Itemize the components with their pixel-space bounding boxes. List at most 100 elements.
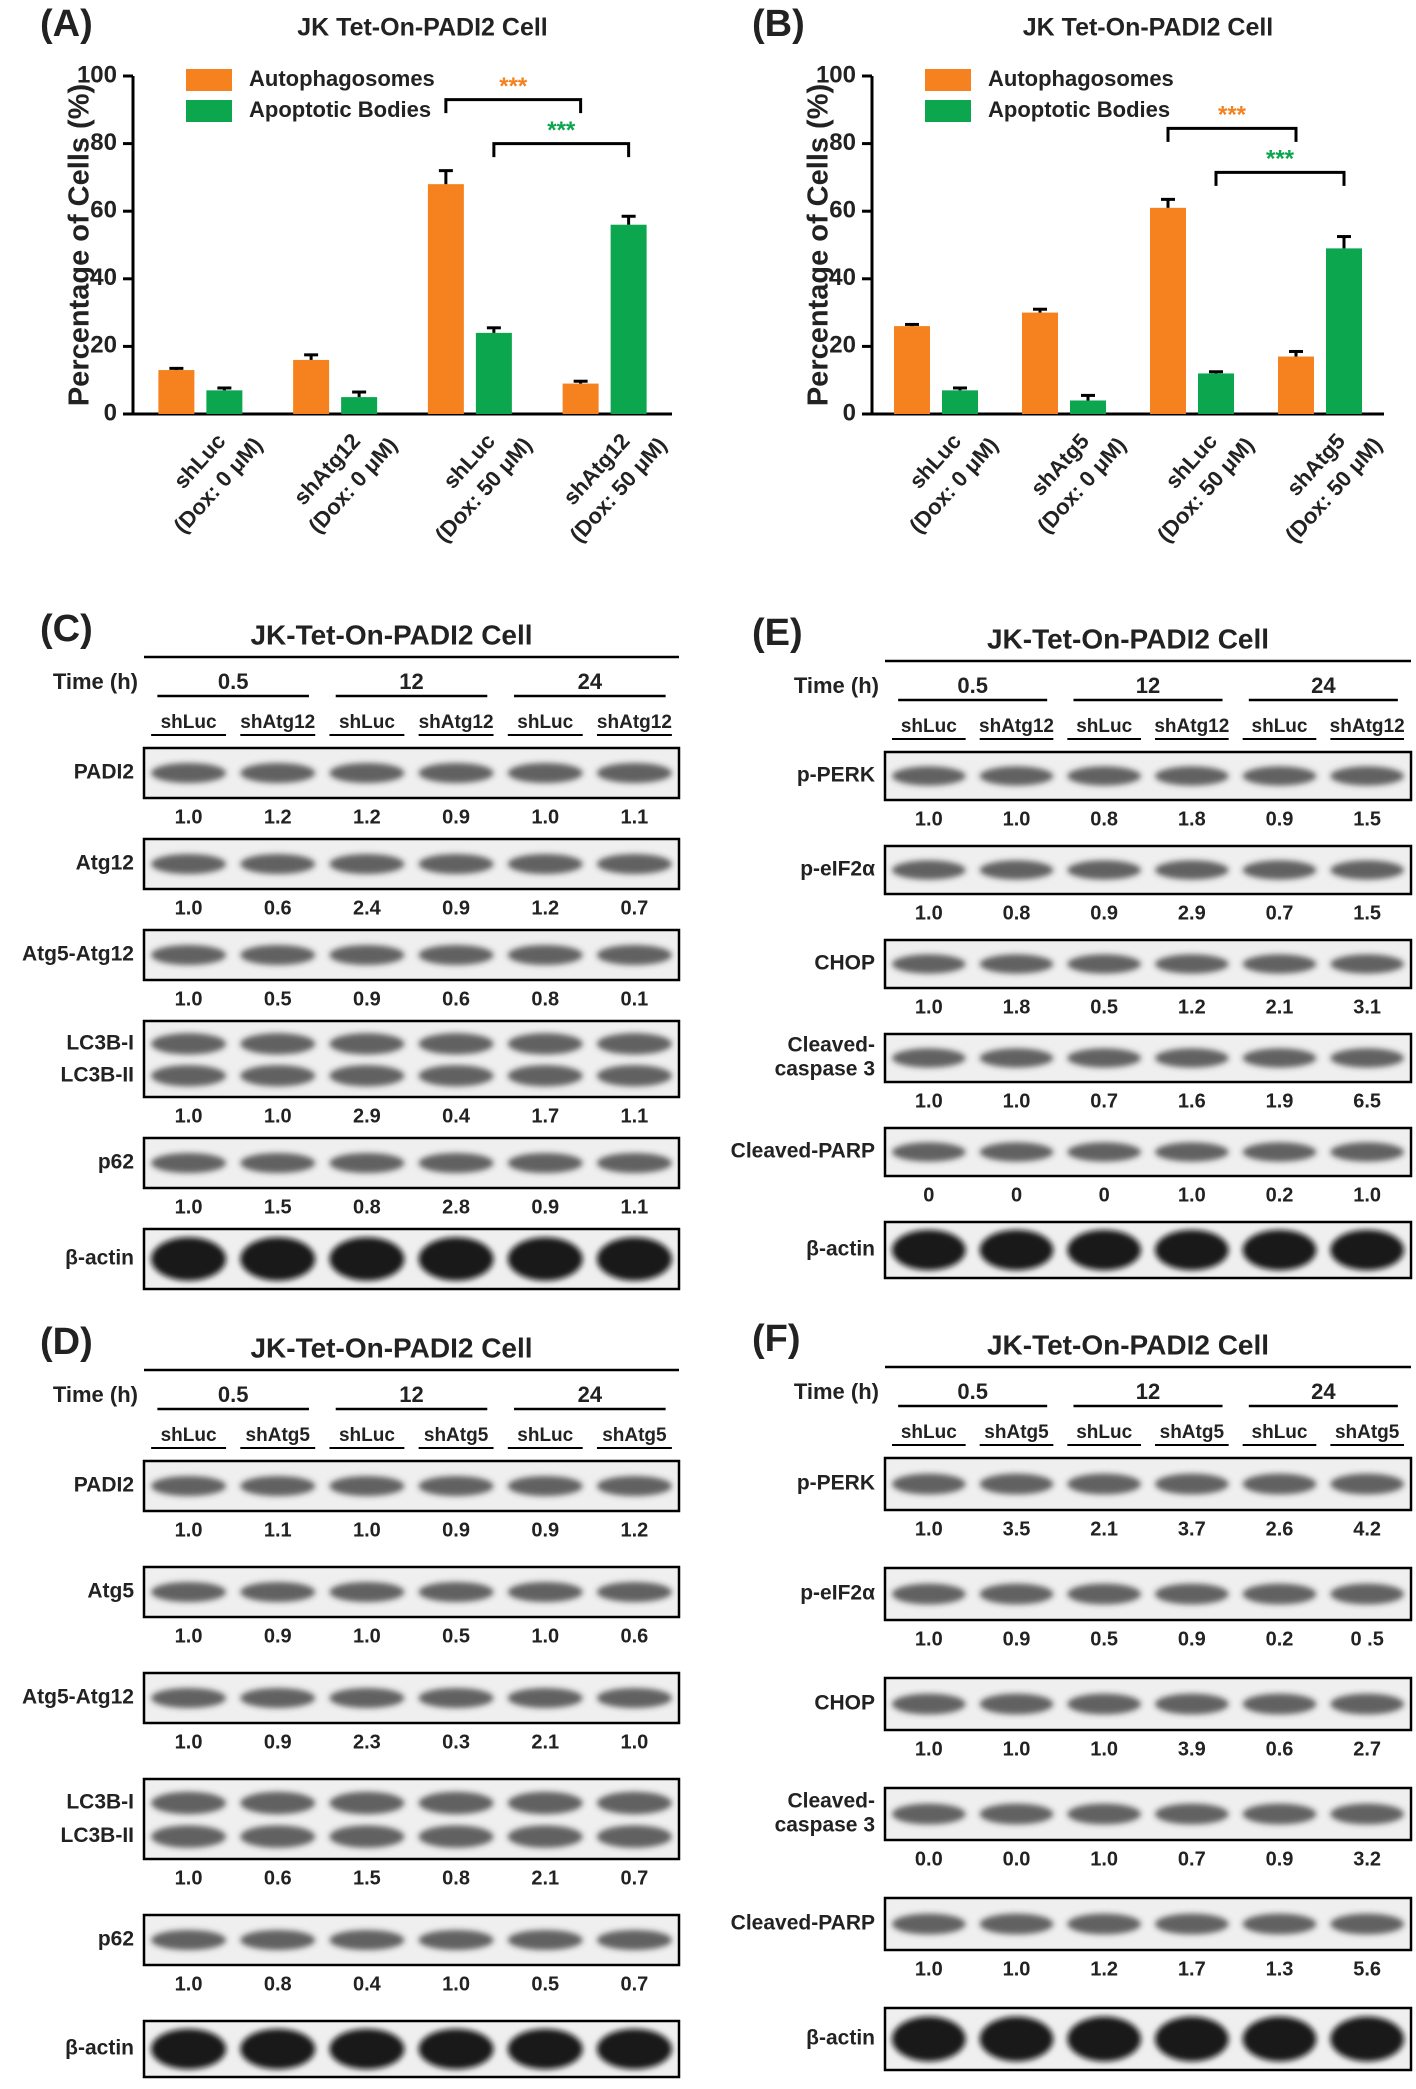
x-tick-label: shLuc(Dox: 50 μM) <box>1152 429 1259 548</box>
band <box>329 1033 405 1055</box>
quantification: 1.0 <box>175 1625 203 1647</box>
band <box>979 1693 1054 1715</box>
quantification: 1.1 <box>621 1105 649 1127</box>
blot-frame <box>142 1671 681 1725</box>
quantification: 0.7 <box>1266 902 1294 924</box>
bar <box>894 326 930 414</box>
band <box>240 1582 316 1602</box>
band <box>329 1476 405 1496</box>
blot-frame <box>883 1456 1413 1512</box>
time-point: 12 <box>399 669 423 694</box>
lane-label: shLuc <box>1252 1422 1308 1443</box>
legend-swatch <box>186 69 232 91</box>
band <box>596 1153 672 1173</box>
blot-frame <box>883 938 1413 990</box>
quantification: 2.7 <box>1353 1738 1381 1760</box>
band <box>151 1153 227 1173</box>
chart-title: JK Tet-On-PADI2 Cell <box>297 14 548 42</box>
band <box>1067 766 1141 786</box>
bar <box>475 332 512 414</box>
band <box>418 1688 494 1708</box>
band <box>329 1791 405 1815</box>
band <box>418 945 494 965</box>
band <box>507 1930 583 1950</box>
row-label: β-actin <box>806 2027 875 2050</box>
bar <box>562 383 599 414</box>
panel-label: (F) <box>752 1318 801 1360</box>
band <box>151 1476 227 1496</box>
band <box>151 1237 227 1281</box>
error-bar <box>1209 370 1223 374</box>
band <box>1242 1048 1317 1068</box>
panel-label: (A) <box>40 3 93 45</box>
band <box>892 1803 966 1825</box>
band <box>979 860 1054 880</box>
quantification: 2.6 <box>1266 1518 1294 1540</box>
quantification: 2.3 <box>353 1731 381 1753</box>
blot-frame <box>142 1136 681 1190</box>
band <box>507 2028 583 2070</box>
band <box>892 1142 966 1162</box>
error-bar <box>217 386 232 391</box>
band <box>1067 954 1141 974</box>
band <box>151 1065 227 1087</box>
lane-label: shAtg5 <box>424 1425 489 1446</box>
quantification: 1.0 <box>175 988 203 1010</box>
blot-frame <box>142 1459 681 1513</box>
y-tick-label: 20 <box>829 332 856 359</box>
blot-title: JK-Tet-On-PADI2 Cell <box>987 1329 1269 1360</box>
band <box>1242 1473 1317 1495</box>
quantification: 1.0 <box>915 1958 943 1980</box>
lane-label: shLuc <box>517 1425 573 1446</box>
y-tick-label: 80 <box>90 129 117 156</box>
blot-frame <box>142 837 681 891</box>
quantification: 1.7 <box>531 1105 559 1127</box>
band <box>507 1153 583 1173</box>
band <box>596 1065 672 1087</box>
quantification: 5.6 <box>1353 1958 1381 1980</box>
band <box>1242 2016 1317 2062</box>
lane-label: shAtg12 <box>240 712 315 733</box>
row-label: β-actin <box>65 2037 134 2060</box>
blot-frame <box>142 928 681 982</box>
row-label: p-PERK <box>797 1472 875 1495</box>
lane-label: shAtg12 <box>419 712 494 733</box>
row-label: Atg5 <box>87 1580 134 1603</box>
quantification: 1.0 <box>1003 808 1031 830</box>
band <box>151 945 227 965</box>
band <box>507 1237 583 1281</box>
x-tick-label: shAtg5(Dox: 50 μM) <box>1280 429 1387 548</box>
x-tick-label: shAtg5(Dox: 0 μM) <box>1026 429 1131 538</box>
bar <box>158 370 195 414</box>
quantification: 1.1 <box>621 1196 649 1218</box>
band <box>596 1930 672 1950</box>
time-point: 12 <box>1136 1379 1160 1404</box>
row-label: LC3B-I <box>66 1031 134 1054</box>
quantification: 1.0 <box>1003 1958 1031 1980</box>
quantification: 0.7 <box>621 1973 649 1995</box>
time-label: Time (h) <box>794 1379 879 1404</box>
lane-label: shAtg5 <box>246 1425 311 1446</box>
band <box>892 2016 966 2062</box>
quantification: 1.0 <box>531 1625 559 1647</box>
quantification: 1.0 <box>1090 1738 1118 1760</box>
bar <box>293 359 330 414</box>
band <box>596 763 672 783</box>
band <box>979 1229 1054 1271</box>
legend-swatch <box>186 100 232 122</box>
band <box>1067 860 1141 880</box>
quantification: 2.1 <box>531 1867 559 1889</box>
band <box>1155 954 1229 974</box>
quantification: 1.2 <box>531 897 559 919</box>
y-axis-label: Percentage of Cells (%) <box>64 84 96 406</box>
lane-label: shAtg5 <box>1335 1422 1400 1443</box>
band <box>1330 1913 1404 1935</box>
bar <box>206 390 243 414</box>
band <box>507 763 583 783</box>
lane-label: shLuc <box>901 716 957 737</box>
bar <box>427 184 464 414</box>
quantification: 0 <box>1099 1184 1110 1206</box>
quantification: 1.0 <box>1090 1848 1118 1870</box>
lane-label: shLuc <box>161 712 217 733</box>
quantification: 3.2 <box>1353 1848 1381 1870</box>
